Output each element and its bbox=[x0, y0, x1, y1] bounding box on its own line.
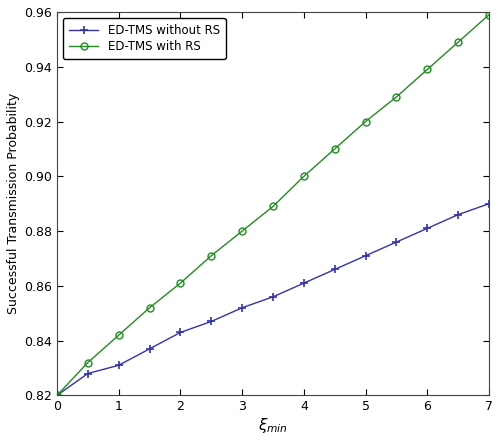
Line: ED-TMS without RS: ED-TMS without RS bbox=[53, 199, 493, 400]
ED-TMS without RS bbox=[332, 267, 338, 272]
ED-TMS without RS bbox=[54, 393, 60, 398]
ED-TMS without RS bbox=[116, 362, 121, 368]
ED-TMS without RS bbox=[85, 371, 91, 376]
ED-TMS with RS bbox=[455, 39, 461, 45]
ED-TMS without RS bbox=[208, 319, 214, 324]
ED-TMS without RS bbox=[424, 226, 430, 231]
ED-TMS without RS bbox=[178, 330, 184, 335]
ED-TMS with RS bbox=[486, 12, 492, 17]
ED-TMS with RS bbox=[85, 360, 91, 365]
ED-TMS without RS bbox=[362, 253, 368, 259]
ED-TMS without RS bbox=[146, 346, 152, 351]
Legend: ED-TMS without RS, ED-TMS with RS: ED-TMS without RS, ED-TMS with RS bbox=[63, 18, 226, 59]
ED-TMS without RS bbox=[239, 305, 245, 310]
ED-TMS with RS bbox=[54, 393, 60, 398]
ED-TMS with RS bbox=[239, 229, 245, 234]
ED-TMS with RS bbox=[208, 253, 214, 259]
X-axis label: $\xi_{min}$: $\xi_{min}$ bbox=[258, 416, 288, 435]
ED-TMS without RS bbox=[301, 281, 307, 286]
ED-TMS with RS bbox=[332, 146, 338, 152]
ED-TMS without RS bbox=[486, 201, 492, 206]
ED-TMS with RS bbox=[178, 281, 184, 286]
ED-TMS without RS bbox=[394, 240, 400, 245]
ED-TMS without RS bbox=[455, 212, 461, 217]
ED-TMS with RS bbox=[362, 119, 368, 124]
ED-TMS with RS bbox=[270, 204, 276, 209]
ED-TMS with RS bbox=[116, 332, 121, 338]
Line: ED-TMS with RS: ED-TMS with RS bbox=[54, 11, 492, 399]
ED-TMS without RS bbox=[270, 294, 276, 300]
ED-TMS with RS bbox=[146, 305, 152, 310]
ED-TMS with RS bbox=[394, 94, 400, 99]
ED-TMS with RS bbox=[301, 174, 307, 179]
ED-TMS with RS bbox=[424, 67, 430, 72]
Y-axis label: Successful Transmission Probability: Successful Transmission Probability bbox=[7, 93, 20, 314]
